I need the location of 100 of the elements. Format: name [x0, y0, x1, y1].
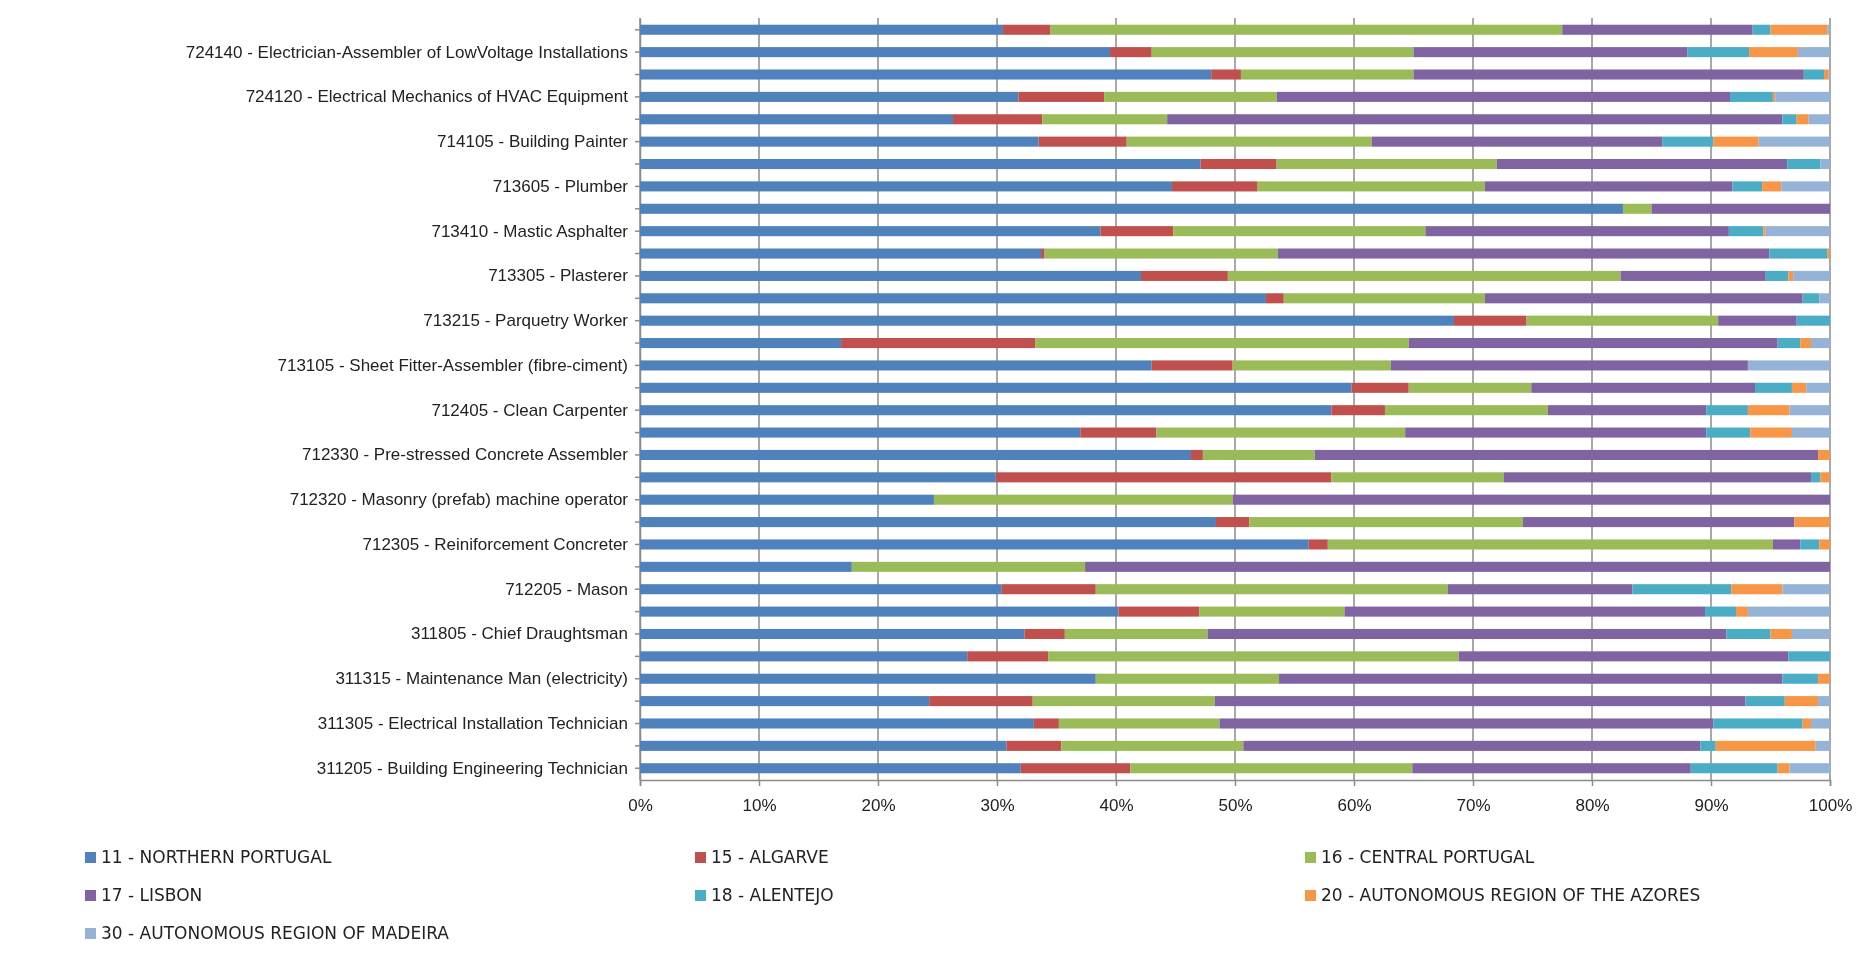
bar [1622, 203, 1652, 214]
bar [640, 248, 1042, 259]
bar [1390, 360, 1748, 371]
y-tick-label: 713105 - Sheet Fitter-Assembler (fibre-ciment) [277, 355, 628, 375]
bar [1818, 449, 1830, 460]
bar [1095, 673, 1280, 684]
bar [1232, 494, 1830, 505]
bar [640, 338, 842, 349]
bar [1151, 47, 1414, 58]
y-tick-label: 712320 - Masonry (prefab) machine operator [289, 490, 629, 510]
y-tick-label: 713410 - Mastic Asphalter [431, 221, 629, 241]
bar [640, 91, 1019, 102]
bar [1190, 449, 1203, 460]
bar [1412, 763, 1691, 774]
bar [1632, 584, 1732, 595]
bar [1496, 158, 1788, 170]
bar [1104, 91, 1277, 102]
bar [1745, 696, 1785, 707]
bar [1651, 203, 1830, 214]
bar [1728, 226, 1764, 237]
bar [1408, 382, 1532, 393]
bar [1276, 91, 1731, 102]
bar [1283, 293, 1485, 304]
y-tick-label: 714105 - Building Painter [437, 132, 629, 152]
bar [1371, 136, 1663, 147]
bar [1791, 382, 1807, 393]
bar [1279, 673, 1783, 684]
bar [1781, 181, 1830, 192]
bar [1796, 315, 1830, 326]
bar [1200, 158, 1277, 170]
bar [1351, 382, 1409, 393]
bar [1810, 472, 1821, 483]
bar [640, 539, 1309, 550]
bar [1199, 606, 1345, 617]
bar [1232, 360, 1391, 371]
bar [1277, 248, 1770, 259]
bar [1788, 270, 1794, 281]
bar [1782, 114, 1797, 125]
bar [1662, 136, 1714, 147]
y-tick-label: 311205 - Building Engineering Technician [316, 758, 628, 778]
bar [1327, 539, 1773, 550]
bar [1413, 69, 1804, 80]
bar [1100, 226, 1174, 237]
bar [1810, 718, 1830, 729]
bar [1227, 270, 1621, 281]
bar [1787, 158, 1821, 170]
bar [1819, 539, 1830, 550]
bar [1522, 517, 1795, 528]
bar [1769, 248, 1828, 259]
bar [1782, 584, 1830, 595]
bar [1038, 136, 1127, 147]
bar [1794, 517, 1830, 528]
bar [1531, 382, 1756, 393]
bar [640, 561, 852, 572]
bar [1824, 69, 1829, 80]
legend-label: 18 - ALENTEJO [711, 885, 834, 905]
bar [1752, 24, 1771, 35]
y-tick-label: 724140 - Electrician-Assembler of LowVoltage Installations [185, 42, 628, 62]
bar [1806, 382, 1830, 393]
legend-label: 17 - LISBON [101, 885, 203, 905]
bar [1215, 517, 1250, 528]
bar [1265, 293, 1284, 304]
legend-label: 30 - AUTONOMOUS REGION OF MADEIRA [101, 923, 450, 943]
bar [1240, 69, 1414, 80]
bar [1130, 763, 1413, 774]
bar [640, 114, 953, 125]
bar [1118, 606, 1200, 617]
x-tick-label: 60% [1337, 796, 1372, 816]
bar [1110, 47, 1152, 58]
bar [1453, 315, 1527, 326]
bar [1018, 91, 1105, 102]
bar [1126, 136, 1372, 147]
bar [1064, 628, 1208, 640]
bar [1770, 24, 1828, 35]
bar [1484, 293, 1803, 304]
bar [1770, 628, 1792, 640]
bar [640, 472, 996, 483]
x-tick-label: 0% [628, 796, 653, 816]
bar [1032, 696, 1215, 707]
bar [640, 360, 1152, 371]
bar [1777, 338, 1801, 349]
bar [640, 226, 1101, 237]
bar [1755, 382, 1792, 393]
bar [1791, 628, 1830, 640]
bar [640, 136, 1039, 147]
bar [1308, 539, 1328, 550]
bar [1718, 315, 1797, 326]
bar [640, 427, 1081, 438]
bar [1772, 539, 1801, 550]
bar [1789, 763, 1830, 774]
bar [1802, 293, 1820, 304]
bar [1448, 584, 1633, 595]
bar [1796, 114, 1809, 125]
bar [1735, 606, 1748, 617]
bar [1156, 427, 1406, 438]
bar [1763, 226, 1766, 237]
y-tick-label: 311805 - Chief Draughtsman [410, 624, 628, 644]
bar [1800, 539, 1820, 550]
x-tick-label: 30% [980, 796, 1015, 816]
bar [1715, 740, 1816, 751]
